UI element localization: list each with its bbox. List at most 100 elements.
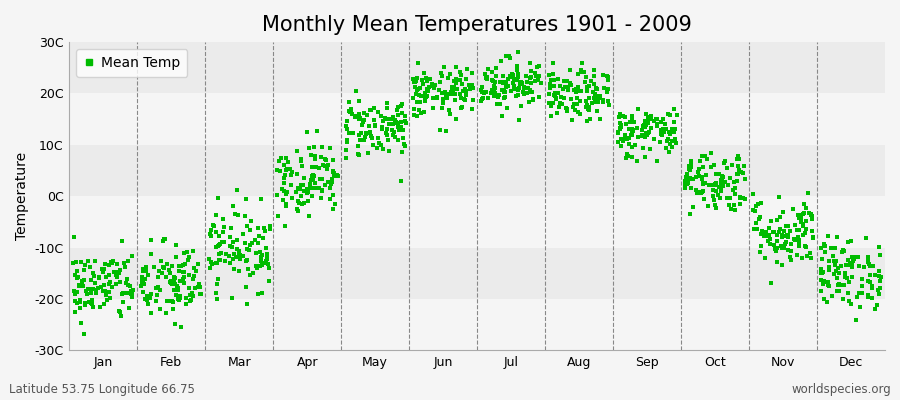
Point (398, 143, 412, 150)
Point (644, 113, 658, 119)
Point (212, 251, 226, 258)
Point (821, 232, 835, 239)
Point (102, 262, 116, 268)
Point (567, 107, 581, 114)
Point (850, 294, 864, 300)
Point (748, 208, 762, 214)
Point (224, 225, 238, 231)
Point (684, 176, 698, 183)
Point (659, 144, 673, 151)
Point (506, 72, 520, 78)
Point (611, 114, 625, 120)
Point (599, 88, 614, 94)
Point (395, 149, 410, 155)
Point (817, 241, 832, 248)
Point (497, 88, 511, 94)
Bar (69, 145, 885, 196)
Point (521, 85, 535, 91)
Point (861, 261, 876, 267)
Point (194, 284, 208, 290)
Point (701, 203, 716, 210)
Point (151, 274, 166, 280)
Point (586, 89, 600, 96)
Point (473, 98, 488, 104)
Point (542, 90, 556, 97)
Point (278, 190, 293, 197)
Point (585, 100, 599, 106)
Point (424, 80, 438, 87)
Point (571, 108, 585, 115)
Point (307, 172, 321, 179)
Point (213, 257, 228, 263)
Point (637, 118, 652, 124)
Point (408, 84, 422, 90)
Point (597, 84, 611, 91)
Point (573, 98, 588, 104)
Point (473, 87, 488, 93)
Point (592, 95, 607, 102)
Point (378, 115, 392, 121)
Point (88, 258, 103, 264)
Point (239, 223, 254, 229)
Point (312, 176, 327, 182)
Point (624, 132, 638, 138)
Point (240, 266, 255, 272)
Point (207, 223, 221, 230)
Point (172, 297, 186, 304)
Point (185, 276, 200, 282)
Point (754, 228, 769, 234)
Point (792, 227, 806, 234)
Point (510, 67, 525, 73)
Point (860, 278, 875, 284)
Point (308, 180, 322, 186)
Point (639, 130, 653, 136)
Point (249, 265, 264, 272)
Point (292, 200, 306, 206)
Point (157, 264, 171, 271)
Point (326, 157, 340, 163)
Point (861, 254, 876, 260)
Point (78, 288, 93, 295)
Point (168, 275, 183, 281)
Point (346, 130, 360, 136)
Point (775, 243, 789, 249)
Point (710, 192, 724, 198)
Point (509, 76, 524, 82)
Point (845, 262, 859, 268)
Point (874, 274, 888, 280)
Point (167, 320, 182, 327)
Point (223, 225, 238, 232)
Point (696, 188, 710, 194)
Point (565, 104, 580, 110)
Point (554, 94, 568, 100)
Point (615, 143, 629, 150)
Point (571, 84, 585, 90)
Point (498, 94, 512, 100)
Point (475, 83, 490, 90)
Point (375, 124, 390, 130)
Point (263, 226, 277, 232)
Point (805, 228, 819, 234)
Point (695, 188, 709, 195)
Point (308, 185, 322, 191)
Point (115, 299, 130, 305)
Point (256, 225, 271, 232)
Point (525, 88, 539, 95)
Point (580, 102, 594, 108)
Point (359, 131, 374, 138)
Point (780, 234, 795, 240)
Point (182, 272, 196, 278)
Point (824, 244, 838, 251)
Point (532, 93, 546, 100)
Point (583, 78, 598, 84)
Point (160, 261, 175, 267)
Point (176, 280, 191, 286)
Point (112, 267, 127, 274)
Point (225, 295, 239, 301)
Point (784, 248, 798, 254)
Point (435, 70, 449, 76)
Point (110, 261, 124, 268)
Point (580, 118, 594, 124)
Point (81, 286, 95, 292)
Point (873, 252, 887, 258)
